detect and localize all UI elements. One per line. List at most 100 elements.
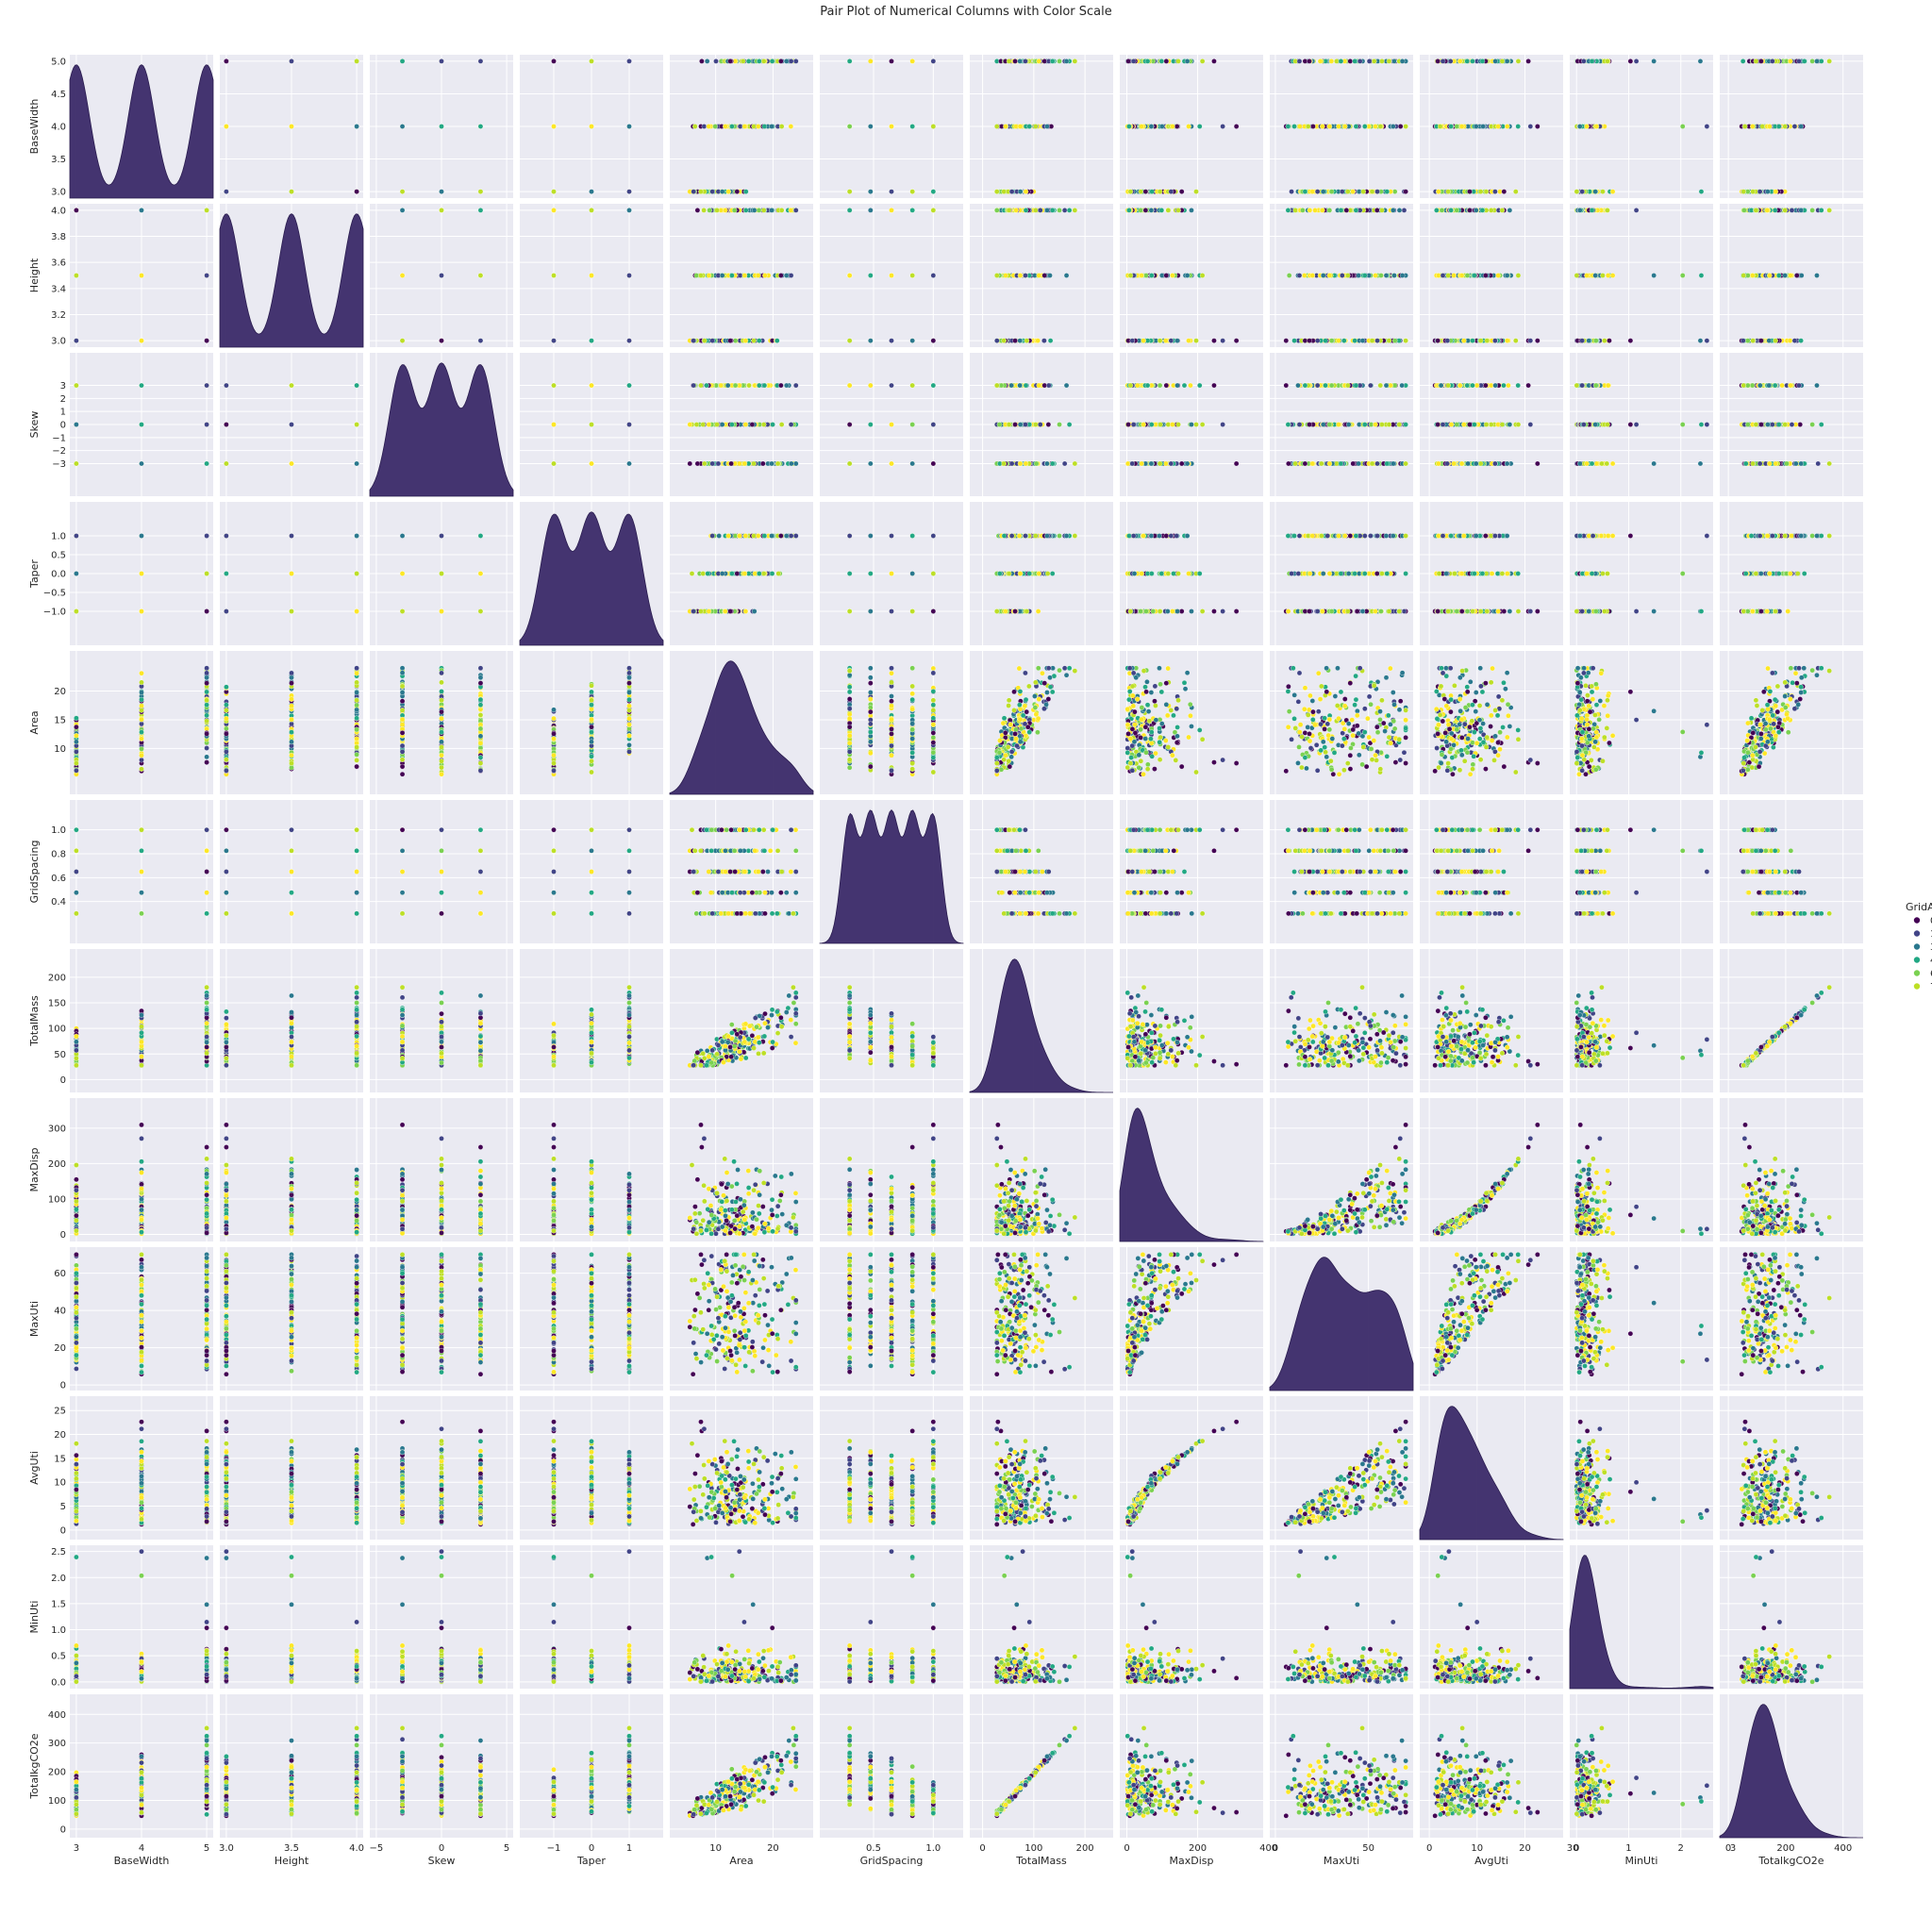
scatter-point bbox=[1384, 273, 1389, 277]
panel-basewidth-vs-area bbox=[670, 55, 813, 198]
panel-basewidth-vs-skew bbox=[370, 55, 513, 198]
scatter-point bbox=[1159, 208, 1164, 212]
scatter-point bbox=[779, 208, 784, 212]
scatter-point bbox=[1149, 124, 1154, 128]
panel-height-vs-totalmass bbox=[970, 204, 1113, 347]
scatter-point bbox=[1698, 58, 1703, 63]
scatter-point bbox=[723, 124, 727, 128]
scatter-point bbox=[1446, 189, 1451, 193]
scatter-point bbox=[1320, 208, 1324, 212]
y-tick-label: 4.5 bbox=[51, 90, 66, 100]
scatter-point bbox=[1516, 273, 1521, 277]
scatter-point bbox=[789, 273, 793, 277]
scatter-point bbox=[868, 58, 873, 63]
scatter-point bbox=[1404, 189, 1408, 193]
scatter-point bbox=[702, 338, 707, 342]
scatter-point bbox=[204, 273, 208, 277]
scatter-point bbox=[910, 338, 915, 342]
scatter-point bbox=[1145, 58, 1150, 63]
scatter-point bbox=[1036, 338, 1041, 342]
scatter-point bbox=[868, 208, 873, 212]
panel-basewidth-vs-gridspacing bbox=[820, 55, 963, 198]
scatter-point bbox=[1018, 189, 1023, 193]
scatter-point bbox=[1441, 58, 1445, 63]
scatter-point bbox=[1312, 208, 1317, 212]
scatter-point bbox=[994, 273, 999, 277]
scatter-point bbox=[1740, 58, 1745, 63]
scatter-point bbox=[1286, 124, 1291, 128]
scatter-point bbox=[1528, 338, 1533, 342]
scatter-point bbox=[702, 124, 707, 128]
scatter-point bbox=[1163, 338, 1168, 342]
scatter-point bbox=[738, 273, 742, 277]
scatter-point bbox=[727, 58, 732, 63]
chart-title: Pair Plot of Numerical Columns with Colo… bbox=[820, 5, 1112, 19]
scatter-point bbox=[1193, 189, 1198, 193]
scatter-point bbox=[1340, 189, 1344, 193]
scatter-point bbox=[1047, 273, 1052, 277]
scatter-point bbox=[1652, 58, 1657, 63]
scatter-point bbox=[1193, 338, 1198, 342]
scatter-point bbox=[1023, 58, 1027, 63]
scatter-point bbox=[1140, 124, 1144, 128]
scatter-point bbox=[757, 338, 761, 342]
scatter-point bbox=[1321, 273, 1325, 277]
scatter-point bbox=[1590, 58, 1594, 63]
scatter-point bbox=[868, 189, 873, 193]
scatter-point bbox=[1185, 273, 1190, 277]
scatter-point bbox=[769, 208, 774, 212]
scatter-point bbox=[551, 273, 556, 277]
scatter-point bbox=[784, 58, 789, 63]
scatter-point bbox=[756, 273, 760, 277]
scatter-point bbox=[1404, 338, 1408, 342]
panel-height-vs-avguti bbox=[1420, 204, 1563, 347]
scatter-point bbox=[1158, 338, 1162, 342]
scatter-point bbox=[1064, 273, 1069, 277]
scatter-point bbox=[439, 189, 443, 193]
scatter-point bbox=[889, 58, 893, 63]
panel-height-vs-gridspacing bbox=[820, 204, 963, 347]
scatter-point bbox=[1379, 58, 1384, 63]
scatter-point bbox=[1535, 124, 1540, 128]
y-tick-label: 3.2 bbox=[51, 310, 66, 321]
panel-height-vs-area bbox=[670, 204, 813, 347]
scatter-point bbox=[1513, 189, 1518, 193]
scatter-point bbox=[1392, 338, 1397, 342]
scatter-point bbox=[742, 273, 747, 277]
scatter-point bbox=[847, 58, 852, 63]
y-tick-label: 3.4 bbox=[51, 284, 66, 294]
scatter-point bbox=[994, 124, 999, 128]
scatter-point bbox=[478, 58, 483, 63]
scatter-point bbox=[694, 273, 699, 277]
scatter-point bbox=[1373, 273, 1377, 277]
panel-height-vs-skew bbox=[370, 204, 513, 347]
scatter-point bbox=[1044, 208, 1049, 212]
scatter-point bbox=[1041, 338, 1046, 342]
scatter-point bbox=[1143, 273, 1148, 277]
scatter-point bbox=[551, 124, 556, 128]
scatter-point bbox=[354, 189, 358, 193]
scatter-point bbox=[726, 189, 731, 193]
scatter-point bbox=[847, 338, 852, 342]
y-tick-label: 5.0 bbox=[51, 57, 66, 67]
scatter-point bbox=[1448, 58, 1453, 63]
scatter-point bbox=[994, 208, 999, 212]
scatter-point bbox=[691, 338, 696, 342]
scatter-point bbox=[626, 338, 631, 342]
scatter-point bbox=[1037, 58, 1041, 63]
panel-basewidth-vs-maxuti bbox=[1270, 55, 1413, 198]
scatter-point bbox=[1470, 58, 1474, 63]
scatter-point bbox=[1370, 338, 1374, 342]
scatter-point bbox=[1774, 189, 1778, 193]
scatter-point bbox=[1297, 58, 1302, 63]
scatter-point bbox=[204, 338, 208, 342]
scatter-point bbox=[400, 273, 405, 277]
scatter-point bbox=[793, 58, 798, 63]
scatter-point bbox=[1374, 189, 1379, 193]
scatter-point bbox=[1750, 124, 1755, 128]
scatter-point bbox=[707, 208, 711, 212]
scatter-point bbox=[1012, 338, 1017, 342]
scatter-point bbox=[1291, 338, 1296, 342]
scatter-point bbox=[1297, 124, 1302, 128]
